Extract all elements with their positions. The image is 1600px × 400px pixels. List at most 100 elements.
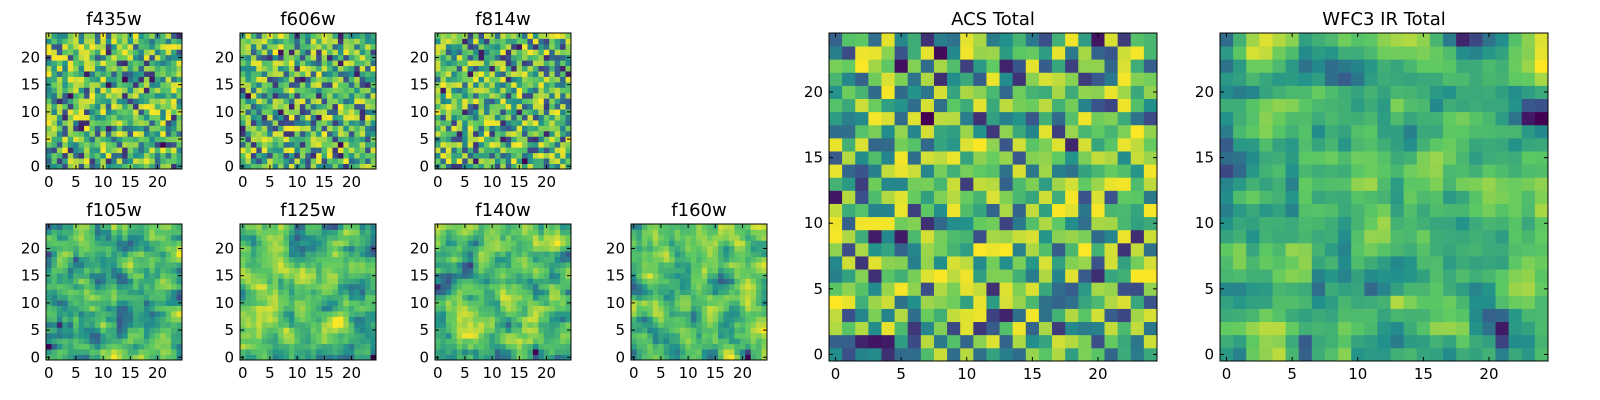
heatmap-cell xyxy=(478,158,485,164)
heatmap-cell xyxy=(78,321,85,328)
heatmap-cell xyxy=(51,262,58,268)
heatmap-cell xyxy=(84,158,90,164)
heatmap-cell xyxy=(652,256,659,263)
heatmap-cell xyxy=(549,141,556,148)
heatmap-cell xyxy=(343,43,350,50)
heatmap-cell xyxy=(327,54,333,61)
heatmap-cell xyxy=(554,262,561,268)
heatmap-cell xyxy=(94,338,101,345)
heatmap-cell xyxy=(554,354,561,361)
heatmap-cell xyxy=(171,109,177,115)
heatmap-cell xyxy=(532,289,539,296)
heatmap-cell xyxy=(111,141,118,148)
heatmap-cell xyxy=(679,327,686,334)
heatmap-cell xyxy=(67,321,74,328)
heatmap-cell xyxy=(56,240,63,247)
heatmap-cell xyxy=(283,256,290,263)
heatmap-cell xyxy=(105,152,112,159)
heatmap-cell xyxy=(560,120,566,126)
heatmap-cell xyxy=(462,38,469,45)
heatmap-cell xyxy=(73,229,80,236)
heatmap-cell xyxy=(685,278,692,285)
heatmap-cell xyxy=(327,136,333,143)
heatmap-cell xyxy=(354,60,361,67)
heatmap-cell xyxy=(456,38,463,45)
heatmap-cell xyxy=(256,229,263,236)
heatmap-cell xyxy=(549,278,556,285)
heatmap-cell xyxy=(631,332,637,339)
heatmap-cell xyxy=(310,305,317,312)
heatmap-cell xyxy=(171,267,177,274)
heatmap-cell xyxy=(245,141,252,148)
heatmap-cell xyxy=(89,300,96,306)
heatmap-cell xyxy=(122,49,128,56)
heatmap-cell xyxy=(505,321,512,328)
heatmap-cell xyxy=(505,278,512,285)
heatmap-cell xyxy=(143,343,150,350)
heatmap-cell xyxy=(62,272,69,279)
heatmap-cell xyxy=(549,294,556,301)
heatmap-cell xyxy=(149,327,156,334)
heatmap-cell xyxy=(327,316,333,323)
heatmap-cell xyxy=(67,120,74,126)
heatmap-cell xyxy=(294,92,301,99)
heatmap-cell xyxy=(256,294,263,301)
heatmap-cell xyxy=(1012,203,1027,218)
heatmap-cell xyxy=(154,60,161,67)
heatmap-cell xyxy=(288,158,295,164)
heatmap-cell xyxy=(1052,177,1066,191)
heatmap-cell xyxy=(299,87,306,94)
heatmap-cell xyxy=(305,278,312,285)
heatmap-cell xyxy=(1130,242,1145,257)
heatmap-cell xyxy=(343,81,350,88)
heatmap-cell xyxy=(462,267,469,274)
y-tick-label: 0 xyxy=(30,348,40,366)
heatmap-cell xyxy=(272,343,279,350)
heatmap-cell xyxy=(690,251,697,258)
heatmap-cell xyxy=(855,242,869,257)
heatmap-cell xyxy=(111,163,118,170)
heatmap-cell xyxy=(316,60,322,67)
heatmap-cell xyxy=(149,272,156,279)
heatmap-cell xyxy=(51,251,58,258)
heatmap-cell xyxy=(78,81,85,88)
axes-frame xyxy=(630,223,768,361)
heatmap-cell xyxy=(522,338,528,345)
heatmap-cell xyxy=(111,283,118,290)
heatmap-cell xyxy=(272,43,279,50)
heatmap-cell xyxy=(1091,308,1105,323)
heatmap-cell xyxy=(337,305,344,312)
heatmap-cell xyxy=(171,300,177,306)
heatmap-cell xyxy=(1130,256,1145,270)
heatmap-cell xyxy=(451,224,458,230)
heatmap-cell xyxy=(489,251,496,258)
heatmap-cell xyxy=(473,267,479,274)
heatmap-cell xyxy=(516,103,523,110)
heatmap-cell xyxy=(51,343,58,350)
heatmap-cell xyxy=(94,163,101,170)
heatmap-cell xyxy=(674,278,681,285)
heatmap-cell xyxy=(631,229,637,236)
heatmap-cell xyxy=(122,147,128,154)
heatmap-cell xyxy=(500,224,507,230)
heatmap-cell xyxy=(756,354,762,361)
heatmap-cell xyxy=(462,278,469,285)
heatmap-cell xyxy=(288,262,295,268)
heatmap-cell xyxy=(343,234,350,241)
heatmap-cell xyxy=(310,49,317,56)
heatmap-cell xyxy=(636,321,643,328)
heatmap-cell xyxy=(933,164,948,178)
heatmap-cell xyxy=(294,229,301,236)
x-tick-label: 15 xyxy=(706,364,725,382)
heatmap-cell xyxy=(73,158,80,164)
heatmap-cell xyxy=(359,76,366,83)
heatmap-cell xyxy=(133,321,139,328)
heatmap-cell xyxy=(116,60,123,67)
heatmap-cell xyxy=(483,65,490,72)
heatmap-cell xyxy=(149,343,156,350)
heatmap-cell xyxy=(256,92,263,99)
heatmap-cell xyxy=(327,103,333,110)
heatmap-cell xyxy=(305,332,312,339)
heatmap-cell xyxy=(278,245,284,252)
heatmap-cell xyxy=(294,120,301,126)
